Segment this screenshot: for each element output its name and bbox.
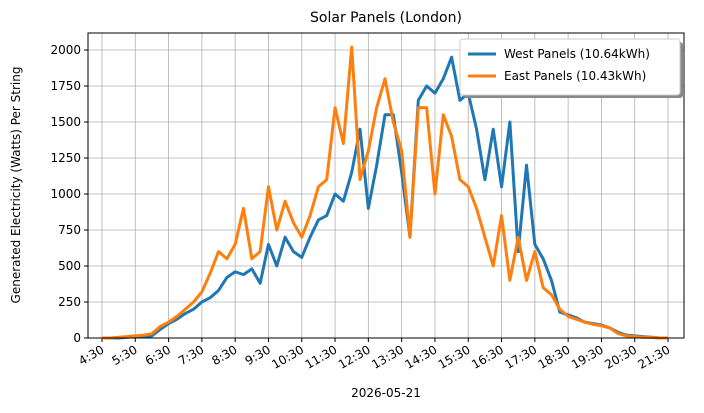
chart-title: Solar Panels (London) — [310, 10, 462, 26]
x-tick-label: 5:30 — [109, 342, 139, 368]
y-axis-label: Generated Electricity (Watts) Per String — [9, 67, 23, 304]
x-tick-label: 19:30 — [569, 342, 606, 371]
x-tick-label: 9:30 — [243, 342, 273, 368]
y-tick-label: 1000 — [50, 187, 81, 201]
x-tick-label: 13:30 — [369, 342, 406, 371]
x-tick-label: 21:30 — [636, 342, 673, 371]
legend-label: East Panels (10.43kWh) — [504, 69, 646, 83]
x-tick-label: 14:30 — [402, 342, 439, 371]
x-tick-label: 18:30 — [536, 342, 573, 371]
x-tick-label: 16:30 — [469, 342, 506, 371]
x-tick-label: 8:30 — [209, 342, 239, 368]
x-tick-label: 17:30 — [502, 342, 539, 371]
x-tick-label: 4:30 — [76, 342, 106, 368]
x-tick-label: 20:30 — [602, 342, 639, 371]
y-tick-label: 1250 — [50, 151, 81, 165]
y-tick-label: 2000 — [50, 43, 81, 57]
x-tick-label: 11:30 — [303, 342, 340, 371]
series-line — [101, 45, 669, 340]
x-tick-label: 15:30 — [436, 342, 473, 371]
y-tick-label: 500 — [58, 259, 81, 273]
x-tick-label: 12:30 — [336, 342, 373, 371]
x-tick-label: 10:30 — [269, 342, 306, 371]
legend-label: West Panels (10.64kWh) — [504, 47, 650, 61]
y-tick-label: 0 — [73, 331, 81, 345]
y-tick-label: 750 — [58, 223, 81, 237]
series-line — [101, 55, 669, 340]
x-axis-label: 2026-05-21 — [351, 386, 421, 400]
x-tick-label: 6:30 — [143, 342, 173, 368]
y-tick-label: 250 — [58, 295, 81, 309]
legend-box — [459, 38, 681, 96]
y-tick-label: 1500 — [50, 115, 81, 129]
y-tick-label: 1750 — [50, 79, 81, 93]
x-tick-label: 7:30 — [176, 342, 206, 368]
plot-frame — [87, 32, 685, 339]
